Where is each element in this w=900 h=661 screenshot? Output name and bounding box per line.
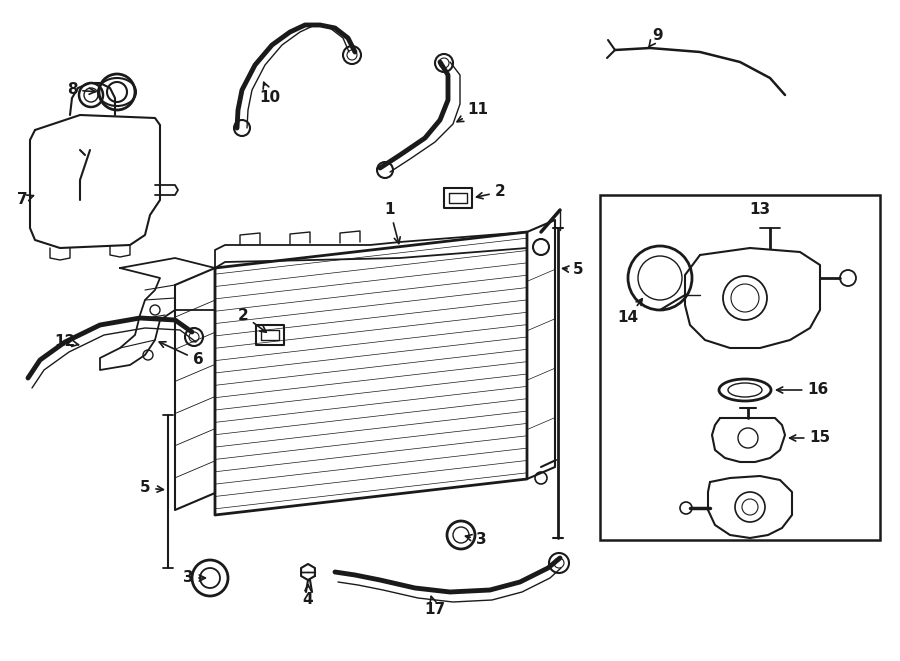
Text: 3: 3 <box>183 570 205 586</box>
Text: 5: 5 <box>562 262 583 278</box>
Text: 10: 10 <box>259 83 281 106</box>
Text: 1: 1 <box>385 202 400 243</box>
Circle shape <box>447 521 475 549</box>
Text: 11: 11 <box>457 102 489 122</box>
Text: 7: 7 <box>17 192 33 208</box>
Circle shape <box>99 74 135 110</box>
Text: 17: 17 <box>425 596 446 617</box>
Text: 15: 15 <box>789 430 831 446</box>
Text: 3: 3 <box>465 533 486 547</box>
Text: 5: 5 <box>140 481 164 496</box>
Circle shape <box>192 560 228 596</box>
Text: 2: 2 <box>476 184 506 200</box>
Text: 9: 9 <box>648 28 663 48</box>
Bar <box>600 195 880 540</box>
Text: 12: 12 <box>54 334 79 350</box>
Text: 16: 16 <box>777 383 829 397</box>
Text: 4: 4 <box>302 584 313 607</box>
Text: 2: 2 <box>238 307 266 332</box>
Text: 6: 6 <box>159 342 203 368</box>
Text: 13: 13 <box>750 202 770 217</box>
Text: 8: 8 <box>67 83 95 98</box>
Text: 14: 14 <box>617 299 643 325</box>
